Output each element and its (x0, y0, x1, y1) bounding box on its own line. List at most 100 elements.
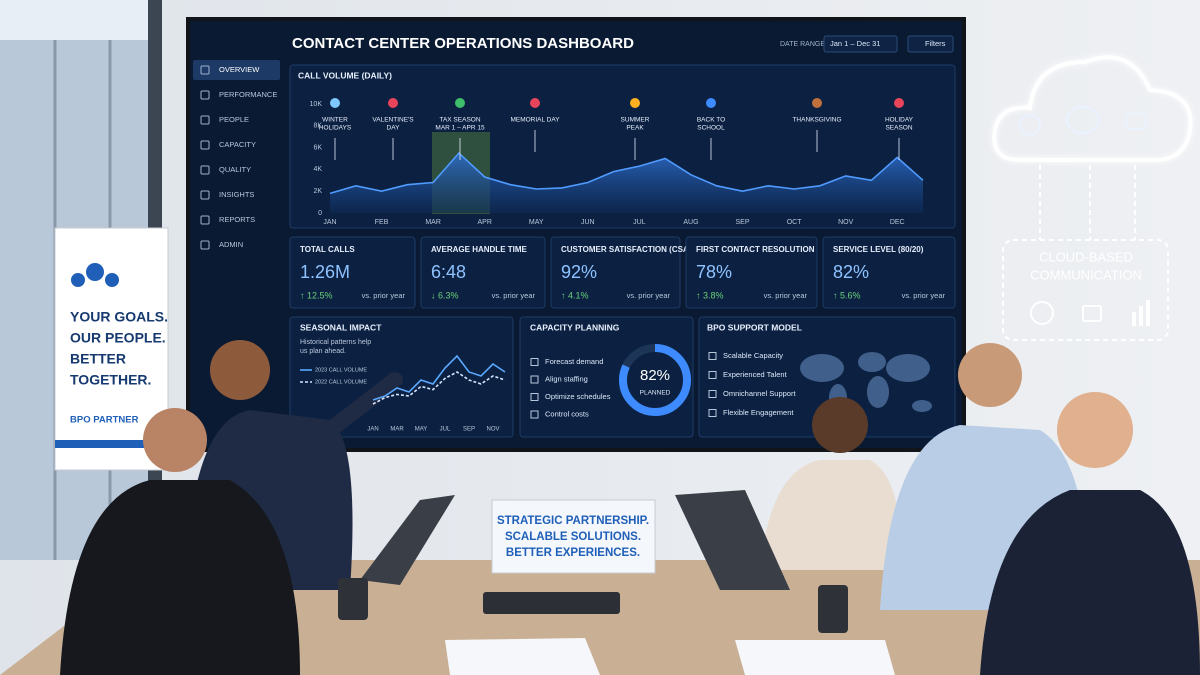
cloud-connectors (1039, 165, 1136, 240)
kpi-value: 6:48 (431, 262, 466, 282)
donut-caption: PLANNED (640, 390, 671, 397)
y-tick-label: 2K (313, 188, 322, 195)
person-head (1057, 392, 1133, 468)
annotation: SEASON (885, 125, 912, 132)
legend-label: 2023 CALL VOLUME (315, 367, 367, 373)
banner-line: OUR PEOPLE. (70, 330, 166, 346)
legend-label: 2022 CALL VOLUME (315, 379, 367, 385)
kpi-card (685, 236, 818, 309)
nav-item[interactable]: REPORTS (219, 215, 255, 224)
seasonal-subtitle: us plan ahead. (300, 348, 346, 355)
laptop (360, 495, 455, 585)
nav-icon (200, 90, 210, 100)
nav-item[interactable]: ADMIN (219, 240, 243, 249)
nav-active (193, 60, 280, 80)
kpi-card (822, 236, 956, 309)
tablet (483, 592, 620, 614)
video-icon (1125, 113, 1147, 130)
x-tick-label: OCT (787, 219, 803, 226)
event-icon (530, 98, 540, 108)
donut-label: 82% (640, 367, 670, 384)
ceiling (0, 0, 160, 40)
nav-icon (200, 65, 210, 75)
kpi-title: FIRST CONTACT RESOLUTION (696, 245, 815, 254)
date-range: Jan 1 – Dec 31 (830, 39, 880, 48)
table-sign (491, 499, 656, 574)
person-center (760, 460, 901, 570)
item-icon (708, 409, 717, 417)
person-head (958, 343, 1022, 407)
banner-logo (86, 263, 104, 281)
person-far-right (980, 490, 1200, 675)
item-icon (530, 393, 539, 401)
y-tick-label: 10K (310, 101, 323, 108)
y-tick-label: 0 (318, 210, 322, 217)
banner-brand: BPO PARTNER (70, 415, 139, 426)
x-tick-label: MAR (425, 219, 441, 226)
chat-icon (1066, 106, 1100, 134)
seasonal-title: SEASONAL IMPACT (300, 322, 382, 332)
x-tick-label: JUL (440, 427, 451, 433)
x-tick-label: MAY (529, 219, 544, 226)
date-range-label: DATE RANGE (780, 41, 825, 48)
x-tick-label: JUN (581, 219, 595, 226)
nav-icon (200, 165, 210, 175)
lock-icon (1082, 305, 1102, 322)
annotation: WINTER (322, 117, 348, 124)
annotation: HOLIDAYS (319, 125, 352, 132)
event-icon (812, 98, 822, 108)
y-tick-label: 6K (313, 144, 322, 151)
kpi-note: vs. prior year (627, 291, 671, 300)
nav-item[interactable]: OVERVIEW (219, 65, 260, 74)
kpi-card (420, 236, 546, 309)
item-icon (708, 352, 717, 360)
capacity-item: Control costs (545, 409, 589, 418)
event-icon (894, 98, 904, 108)
capacity-title: CAPACITY PLANNING (530, 322, 620, 332)
kpi-note: vs. prior year (362, 291, 406, 300)
bpo-item: Experienced Talent (723, 370, 788, 379)
document (735, 640, 895, 675)
mug (818, 585, 848, 633)
annotation: VALENTINE'S (372, 117, 414, 124)
x-tick-label: MAR (390, 427, 404, 433)
event-icon (455, 98, 465, 108)
sign-line: BETTER EXPERIENCES. (506, 547, 640, 559)
banner-line: BETTER (70, 351, 126, 367)
cloud-outline (992, 55, 1193, 163)
filters-button[interactable] (907, 35, 954, 53)
bpo-item: Flexible Engagement (723, 408, 794, 417)
signal-icon (1132, 312, 1136, 326)
banner-line: YOUR GOALS. (70, 309, 168, 325)
item-icon (530, 375, 539, 384)
nav-icon (200, 190, 210, 200)
annotation: PEAK (626, 125, 644, 132)
nav-item[interactable]: QUALITY (219, 165, 251, 174)
x-tick-label: SEP (463, 427, 475, 433)
annotation: SCHOOL (697, 125, 725, 132)
sign-line: SCALABLE SOLUTIONS. (505, 531, 641, 543)
kpi-note: vs. prior year (492, 291, 536, 300)
annotation: SUMMER (621, 117, 650, 124)
laptop (675, 490, 790, 590)
nav-item[interactable]: PERFORMANCE (219, 90, 277, 99)
line (372, 371, 506, 405)
x-tick-label: NOV (486, 427, 499, 433)
kpi-card (550, 236, 681, 309)
nav-item[interactable]: PEOPLE (219, 115, 249, 124)
item-icon (530, 410, 539, 419)
x-tick-label: FEB (375, 219, 389, 226)
kpi-title: SERVICE LEVEL (80/20) (833, 245, 924, 254)
kpi-change: ↑ 12.5% (300, 290, 333, 300)
nav-item[interactable]: CAPACITY (219, 140, 256, 149)
item-icon (708, 390, 717, 398)
date-range-box[interactable] (823, 35, 898, 53)
event-icon (388, 98, 398, 108)
y-tick-label: 8K (313, 123, 322, 130)
banner-logo (71, 273, 85, 287)
nav-icon (200, 140, 210, 150)
annotation: HOLIDAY (885, 117, 914, 124)
nav-item[interactable]: INSIGHTS (219, 190, 254, 199)
annotation: MEMORIAL DAY (510, 117, 560, 124)
